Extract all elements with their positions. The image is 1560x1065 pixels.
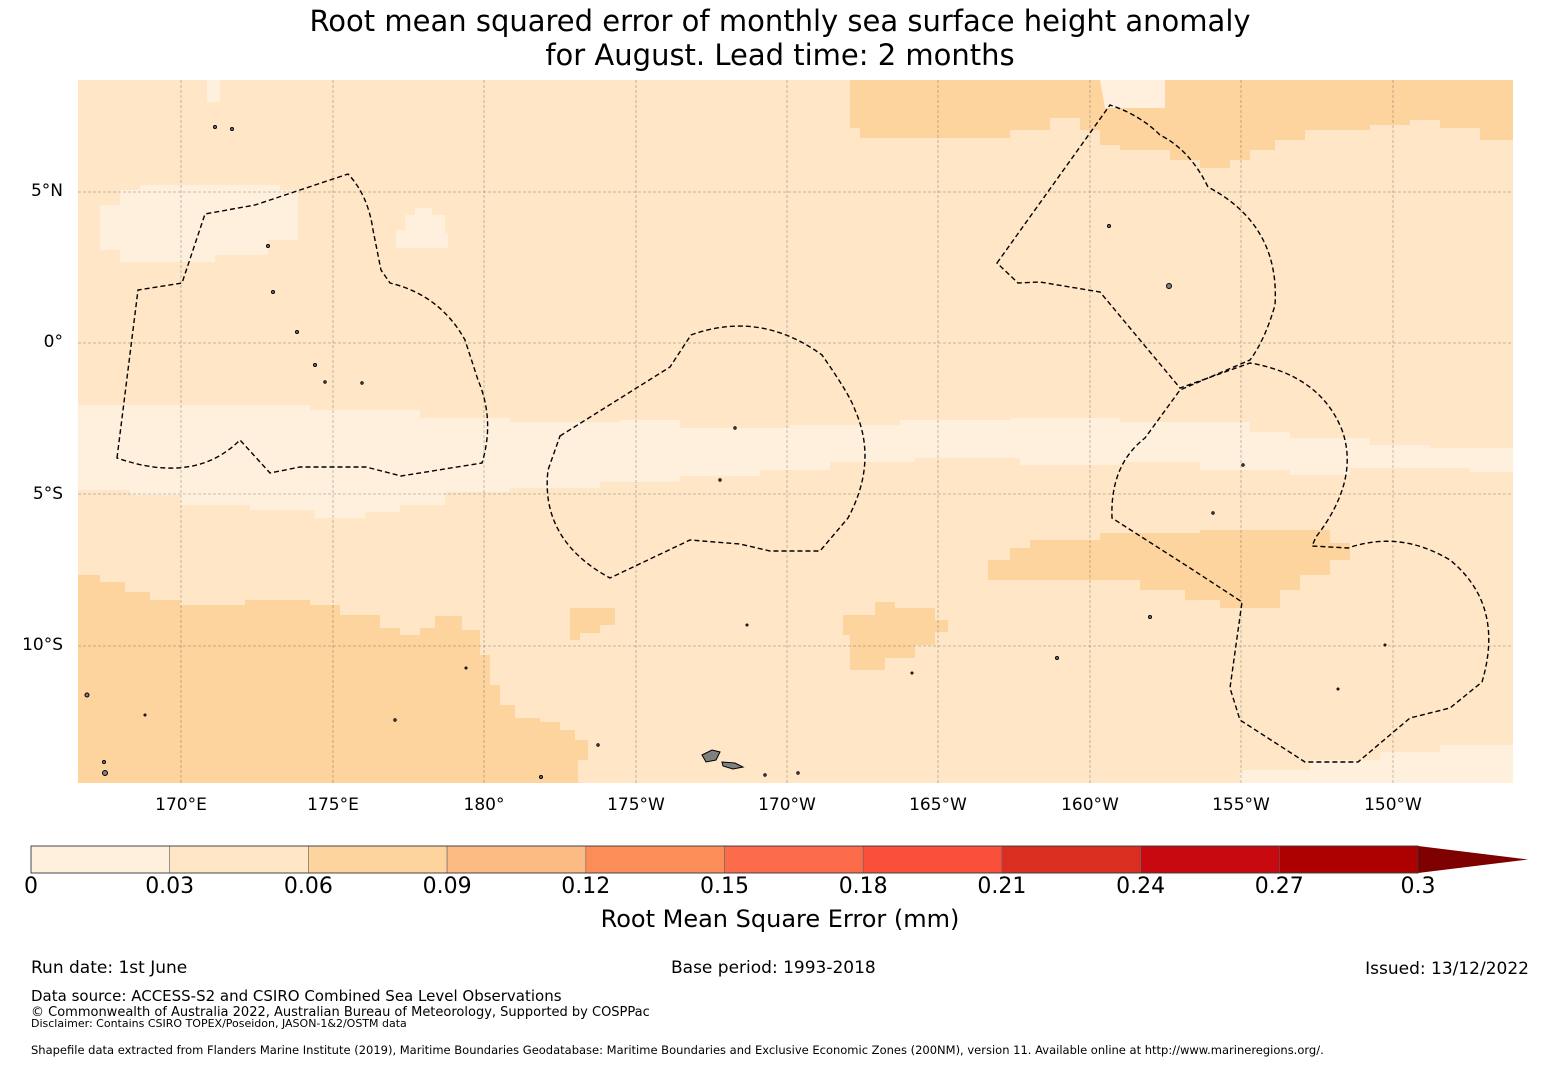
colorbar-segment — [30, 845, 170, 874]
lat-label-0: 0° — [43, 332, 63, 352]
eez-boundaries — [116, 104, 1490, 763]
colorbar-segment — [1140, 845, 1280, 874]
colorbar — [30, 845, 1528, 874]
colorbar-segment — [862, 845, 1003, 874]
disclaimer: Disclaimer: Contains CSIRO TOPEX/Poseido… — [31, 1017, 407, 1030]
islands — [84, 125, 1387, 779]
colorbar-tick-label: 0.3 — [1400, 874, 1436, 899]
lon-label-170w: 170°W — [758, 795, 816, 815]
colorbar-tick-label: 0.24 — [1116, 874, 1166, 899]
lon-label-175w: 175°W — [607, 795, 665, 815]
copyright: © Commonwealth of Australia 2022, Austra… — [31, 1005, 650, 1020]
eez-boundary-kiribati-gilbert — [116, 173, 489, 477]
eez-boundary-kiribati-line-north — [996, 104, 1490, 763]
colorbar-tick-label: 0.12 — [561, 874, 611, 899]
colorbar-segment — [724, 845, 864, 874]
lon-label-160w: 160°W — [1061, 795, 1119, 815]
lon-label-175e: 175°E — [307, 795, 359, 815]
rmse-zone-medium — [78, 80, 1513, 783]
colorbar-tick-label: 0.21 — [977, 874, 1027, 899]
island-samoa-upolu — [721, 761, 745, 770]
graticule — [78, 80, 1513, 783]
colorbar-extend-arrow — [1418, 846, 1528, 873]
colorbar-tick-label: 0.27 — [1254, 874, 1304, 899]
map-title-line-1: Root mean squared error of monthly sea s… — [309, 4, 1251, 38]
colorbar-segment — [1279, 845, 1419, 874]
lon-label-165w: 165°W — [909, 795, 967, 815]
eez-boundary-tokelau — [546, 325, 866, 579]
colorbar-label: Root Mean Square Error (mm) — [600, 905, 960, 933]
colorbar-segment — [1001, 845, 1141, 874]
lon-label-150w: 150°W — [1364, 795, 1422, 815]
map-title-line-2: for August. Lead time: 2 months — [545, 38, 1015, 72]
colorbar-segment — [585, 845, 725, 874]
colorbar-tick-label: 0.03 — [145, 874, 195, 899]
lon-label-155w: 155°W — [1212, 795, 1270, 815]
lat-label-5n: 5°N — [30, 181, 63, 201]
data-source: Data source: ACCESS-S2 and CSIRO Combine… — [31, 987, 562, 1005]
base-period: Base period: 1993-2018 — [671, 958, 876, 978]
colorbar-tick-label: 0.18 — [838, 874, 888, 899]
map-panel — [78, 80, 1513, 783]
colorbar-tick-label: 0.06 — [283, 874, 333, 899]
lon-label-170e: 170°E — [155, 795, 207, 815]
lat-label-10s: 10°S — [22, 635, 63, 655]
colorbar-tick-label: 0 — [24, 874, 38, 899]
colorbar-segment — [446, 845, 587, 874]
issued-date: Issued: 13/12/2022 — [1365, 959, 1529, 979]
island-samoa-savaii — [701, 749, 721, 763]
run-date: Run date: 1st June — [31, 958, 188, 978]
colorbar-tick-label: 0.15 — [700, 874, 749, 899]
colorbar-segment — [308, 845, 448, 874]
shapefile-credit: Shapefile data extracted from Flanders M… — [31, 1043, 1324, 1057]
colorbar-tick-label: 0.09 — [422, 874, 472, 899]
lon-label-180: 180° — [463, 795, 505, 815]
colorbar-segment — [169, 845, 309, 874]
rmse-zone-low — [78, 80, 1513, 783]
lat-label-5s: 5°S — [32, 484, 63, 504]
